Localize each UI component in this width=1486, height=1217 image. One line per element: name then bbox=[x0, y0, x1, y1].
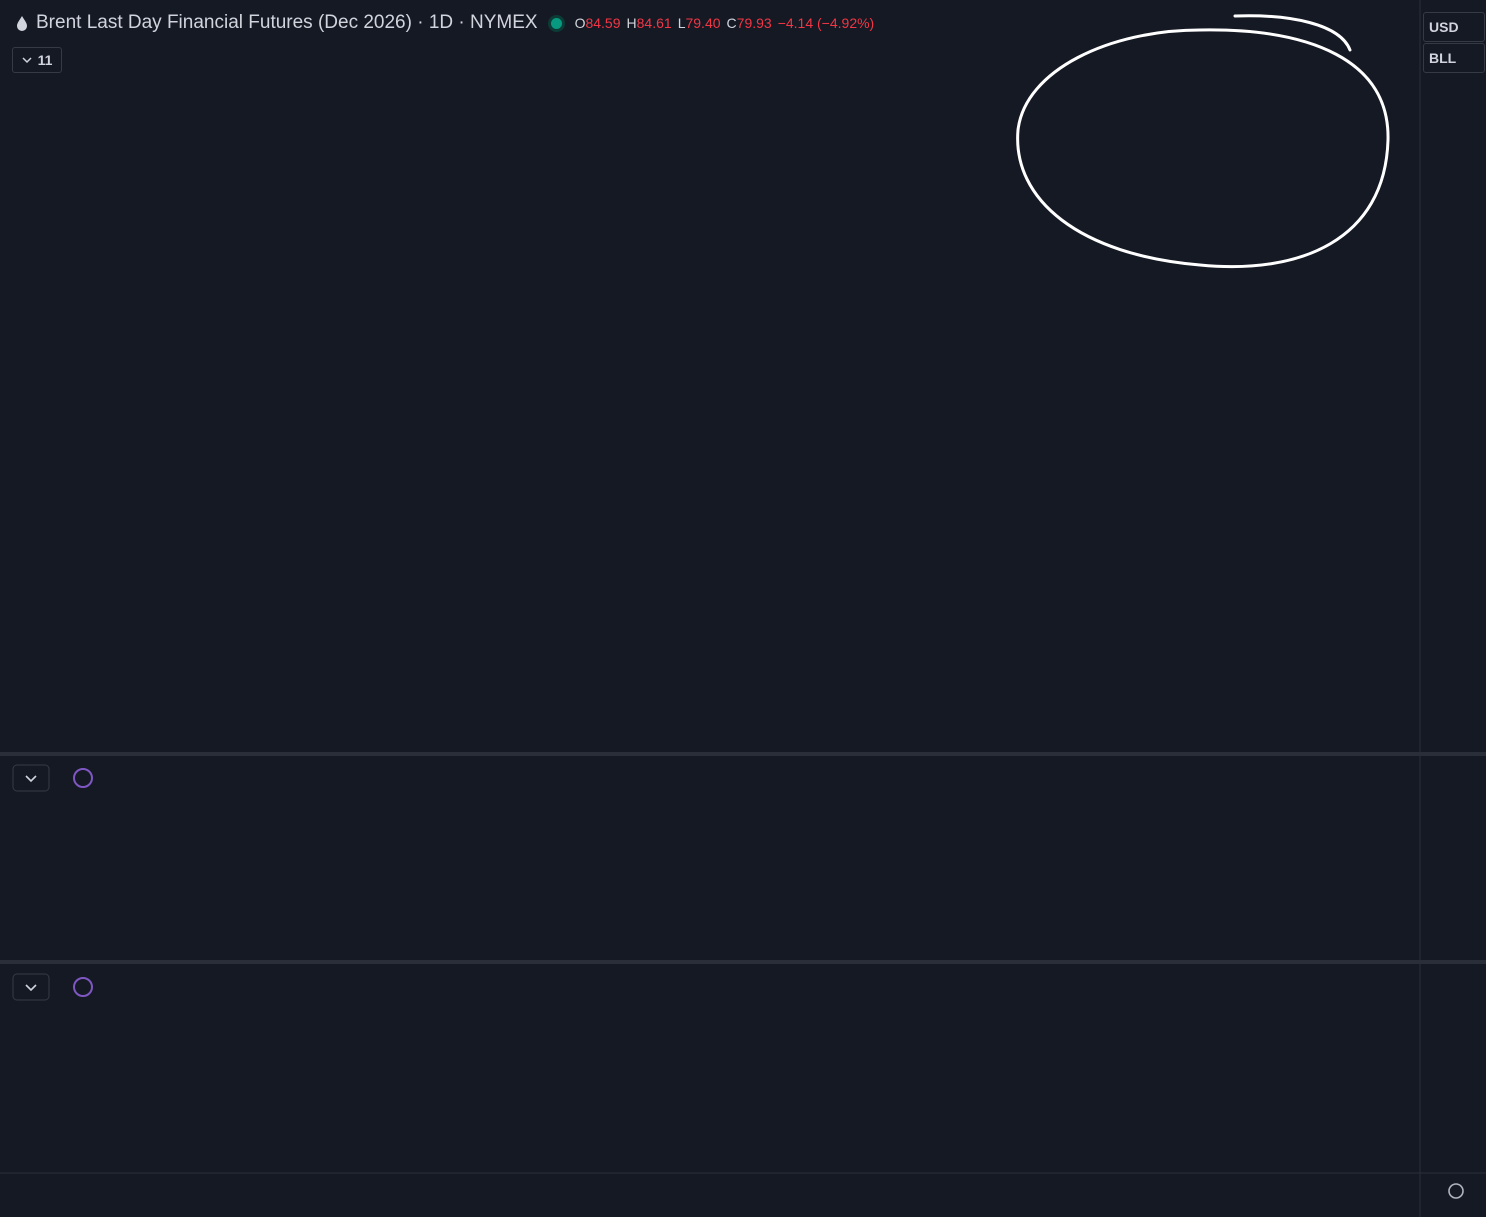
ohlc-key: L bbox=[677, 15, 686, 31]
ohlc-key: O bbox=[574, 15, 586, 31]
currency-select[interactable]: USD bbox=[1423, 12, 1485, 42]
market-status bbox=[547, 14, 565, 32]
pane-control[interactable] bbox=[12, 973, 93, 1001]
chevron-icon bbox=[25, 984, 37, 992]
refresh-icon[interactable] bbox=[73, 768, 93, 788]
drop-icon bbox=[17, 16, 27, 31]
symbol-header: Brent Last Day Financial Futures (Dec 20… bbox=[16, 12, 880, 34]
ohlc-value: 79.40 bbox=[685, 15, 721, 31]
unit-select[interactable]: BLL bbox=[1423, 43, 1485, 73]
pane-separator bbox=[0, 752, 1486, 756]
ohlc-value: 79.93 bbox=[736, 15, 772, 31]
settings-icon[interactable] bbox=[1448, 1183, 1464, 1199]
ohlc-key: H bbox=[626, 15, 637, 31]
ohlc-value: 84.59 bbox=[585, 15, 621, 31]
pane-separator bbox=[0, 960, 1486, 964]
collapse-button[interactable] bbox=[12, 973, 50, 1001]
ohlc-key: C bbox=[726, 15, 737, 31]
currency-label: USD bbox=[1429, 19, 1459, 35]
pane-control[interactable] bbox=[12, 764, 93, 792]
unit-label: BLL bbox=[1429, 50, 1457, 66]
chevron-icon bbox=[25, 775, 37, 783]
symbol-title: Brent Last Day Financial Futures (Dec 20… bbox=[36, 12, 538, 33]
refresh-icon[interactable] bbox=[73, 977, 93, 997]
collapse-button[interactable] bbox=[12, 764, 50, 792]
hand-drawn-circle bbox=[1016, 14, 1390, 269]
price-axis-bg bbox=[1420, 0, 1486, 1217]
chevron-icon bbox=[22, 57, 32, 64]
indicators-toggle[interactable]: 11 bbox=[12, 47, 62, 73]
change-value: −4.14 (−4.92%) bbox=[777, 15, 875, 31]
indicator-count: 11 bbox=[37, 52, 53, 68]
ohlc-value: 84.61 bbox=[636, 15, 672, 31]
